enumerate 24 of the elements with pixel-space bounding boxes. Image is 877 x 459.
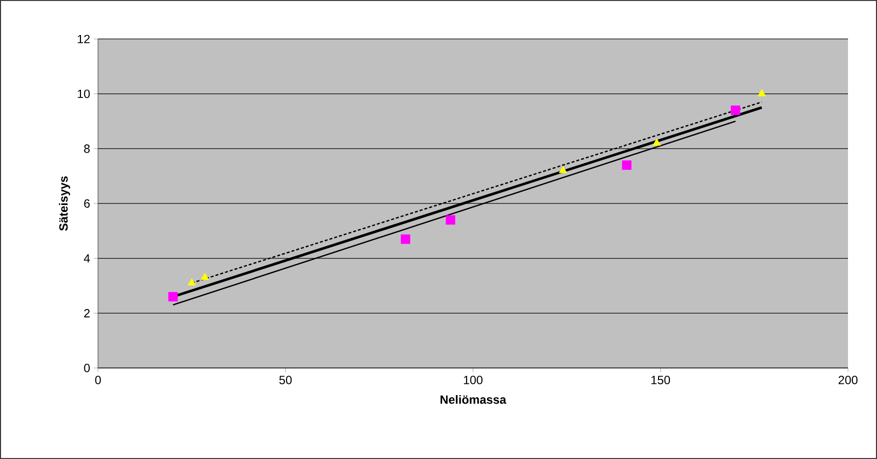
point — [622, 160, 632, 170]
point — [168, 292, 178, 302]
y-tick-label: 10 — [78, 90, 90, 98]
x-tick-label: 150 — [651, 376, 670, 384]
point — [758, 89, 766, 96]
point — [558, 166, 568, 174]
point — [730, 106, 740, 115]
x-tick-label: 200 — [838, 376, 858, 384]
y-tick-label: 8 — [84, 144, 90, 153]
x-tick-label: 50 — [279, 376, 292, 384]
y-tick-label: 6 — [84, 199, 90, 208]
point — [400, 234, 410, 244]
y-axis-title: Säteisyys — [58, 176, 70, 231]
x-tick-label: 100 — [464, 376, 483, 384]
point — [188, 278, 196, 286]
y-tick-label: 0 — [84, 364, 90, 372]
x-axis-title: Neliömassa — [440, 395, 506, 404]
y-tick-label: 4 — [84, 254, 90, 262]
point — [200, 272, 209, 280]
point — [446, 215, 456, 225]
x-tick-label: 0 — [95, 376, 101, 384]
point — [652, 138, 661, 146]
y-tick-label: 12 — [78, 34, 90, 44]
y-tick-label: 2 — [84, 308, 90, 318]
